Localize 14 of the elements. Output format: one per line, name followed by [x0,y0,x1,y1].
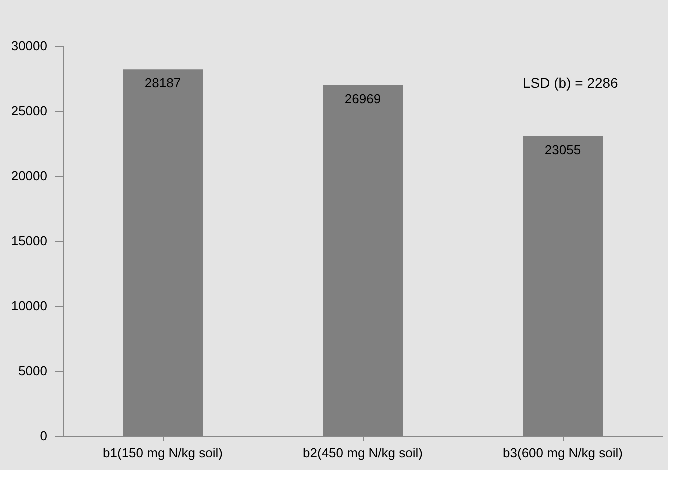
y-tick-label: 15000 [11,234,48,248]
x-tick-label: b1(150 mg N/kg soil) [103,446,223,460]
y-tick-label: 0 [40,428,48,444]
y-tick-label: 25000 [11,104,48,118]
data-label: 23055 [544,142,582,158]
annotation: LSD (b) = 2286 [523,75,619,91]
data-label: 26969 [344,91,382,106]
y-tick-label: 30000 [11,38,48,54]
y-tick-label: 20000 [11,168,48,184]
y-tick-label: 5000 [18,364,48,378]
x-tick-label: b2(450 mg N/kg soil) [303,446,423,460]
data-label: 28187 [144,76,182,91]
y-tick-label: 10000 [11,298,48,314]
x-tick-label: b3(600 mg N/kg soil) [503,446,623,460]
